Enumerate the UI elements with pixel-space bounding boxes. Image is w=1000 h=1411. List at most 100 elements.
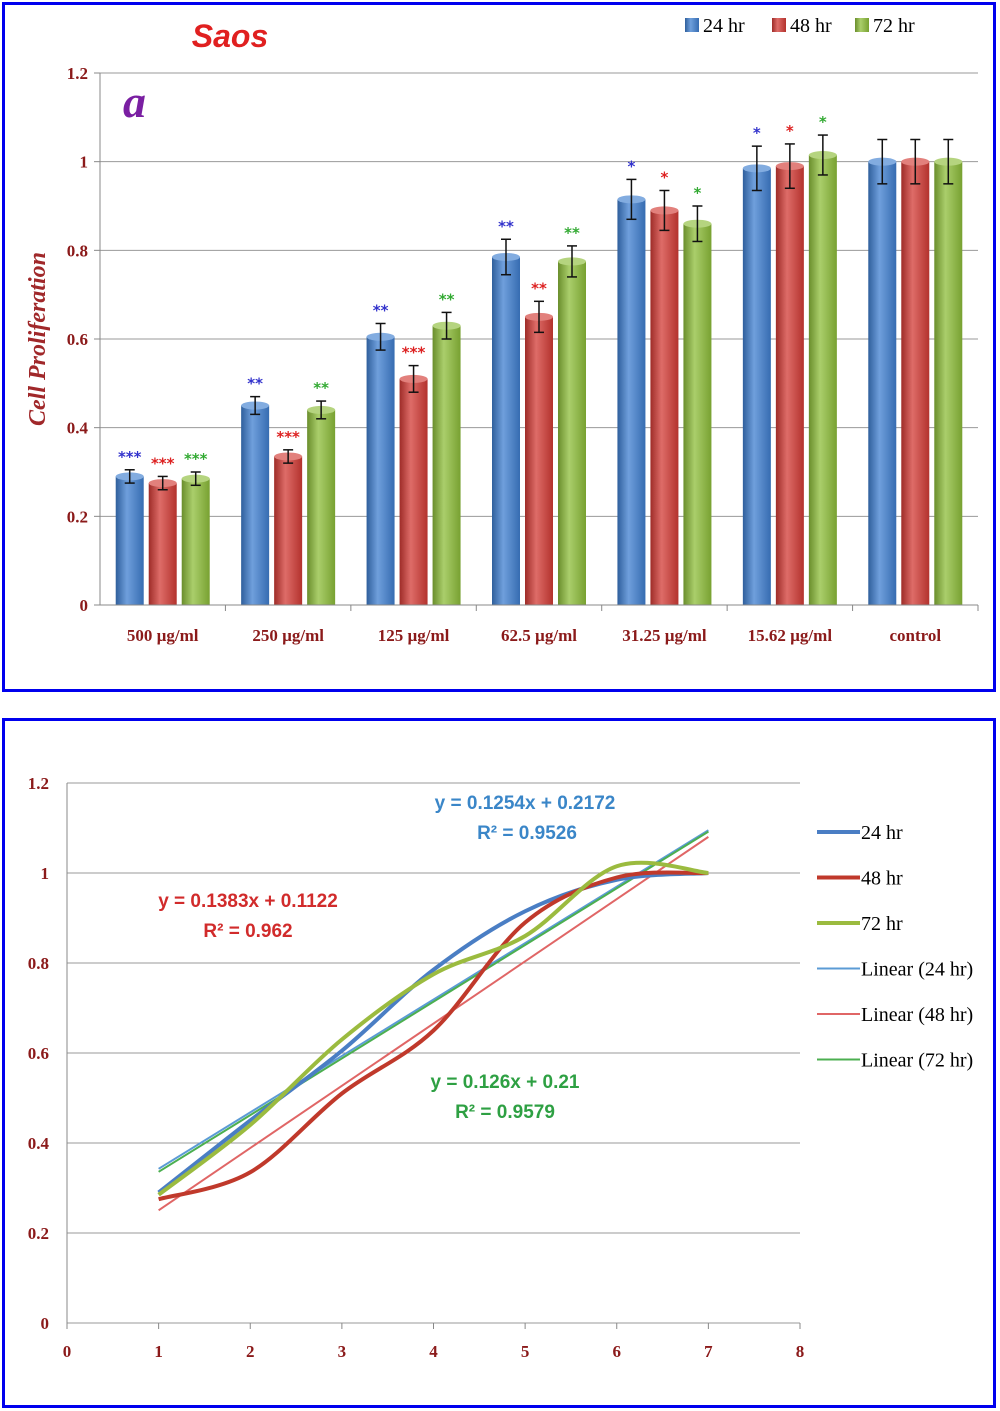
significance-label: * [660,168,668,186]
bar [868,161,897,605]
x-tick-label: 31.25 µg/ml [622,626,707,645]
legend-swatch [772,18,786,32]
bar [399,378,428,605]
trendline-r2: R² = 0.9526 [477,823,577,844]
significance-label: ** [564,224,580,242]
bar [307,409,336,605]
bar [241,405,270,605]
bar [650,210,679,605]
y-axis-label: Cell Proliferation [25,252,51,426]
trendline [158,830,709,1173]
y-tick-label: 0.2 [28,1224,49,1243]
x-tick-label: 250 µg/ml [252,626,324,645]
bar-chart: 0 0.2 0.4 0.6 0.8 1 1.2 Cell Proliferation Saos a… [25,15,979,645]
legend-label: Linear (48 hr) [861,1004,973,1026]
significance-label: * [627,157,635,175]
bar [558,261,586,605]
x-tick-label: 62.5 µg/ml [501,626,577,645]
trendline-r2: R² = 0.962 [203,921,292,942]
significance-label: *** [184,450,208,468]
bar [775,166,804,605]
y-tick-label: 1 [41,864,50,883]
y-tick-label: 0 [41,1314,50,1333]
bar-chart-panel: 0 0.2 0.4 0.6 0.8 1 1.2 Cell Proliferation Saos a… [2,2,996,692]
significance-label: ** [373,301,389,319]
series-line [158,870,709,1202]
bar [934,161,963,605]
significance-label: *** [276,428,300,446]
y-tick-label: 0 [80,596,89,615]
x-tick-label: 0 [63,1342,72,1361]
bar [742,168,771,606]
bar [492,256,520,605]
y-tick-label: 1.2 [28,774,49,793]
significance-label: *** [151,454,175,472]
legend-label: 24 hr [703,15,745,37]
bar [808,155,837,605]
x-tick-label: 500 µg/ml [127,626,199,645]
significance-label: *** [118,448,142,466]
bar [366,336,395,605]
bar [683,223,712,605]
chart-title: Saos [192,18,268,54]
x-tick-label: 5 [521,1342,530,1361]
legend-label: Linear (24 hr) [861,959,973,981]
series-line [157,860,709,1197]
bar [617,199,646,605]
trendline-r2: R² = 0.9579 [455,1102,555,1123]
x-tick-label: 7 [704,1342,713,1361]
x-tick-label: 6 [613,1342,622,1361]
x-tick-label: 4 [429,1342,438,1361]
trendline [158,836,709,1212]
significance-label: ** [498,217,514,235]
x-tick-label: 2 [246,1342,255,1361]
bar [432,325,461,605]
trendline-equation: y = 0.1254x + 0.2172 [435,793,616,814]
legend-label: 24 hr [861,822,903,844]
line-chart: 0 0.2 0.4 0.6 0.8 1 1.2 0 1 2 3 4 5 6 7 8 y = 0.1254x + … [28,774,973,1361]
significance-label: * [693,184,701,202]
y-tick-label: 0.6 [67,330,88,349]
legend-label: 72 hr [873,15,915,37]
y-tick-label: 0.4 [67,419,89,438]
legend-swatch [855,18,869,32]
y-tick-label: 0.6 [28,1044,49,1063]
x-tick-label: 1 [154,1342,163,1361]
x-tick-label: 125 µg/ml [378,626,450,645]
y-tick-label: 1.2 [67,64,88,83]
x-tick-label: 15.62 µg/ml [748,626,833,645]
bar [274,456,303,605]
trendline-equation: y = 0.126x + 0.21 [431,1072,580,1093]
panel-label: a [123,76,146,127]
significance-label: ** [313,379,329,397]
significance-label: ** [247,375,263,393]
bar [115,476,144,605]
bar [901,161,930,605]
bar [525,316,553,605]
y-tick-label: 0.2 [67,507,88,526]
trendline-equation: y = 0.1383x + 0.1122 [158,891,338,912]
significance-label: ** [439,290,455,308]
y-tick-label: 0.8 [28,954,49,973]
legend-label: Linear (72 hr) [861,1050,973,1072]
line-chart-panel: 0 0.2 0.4 0.6 0.8 1 1.2 0 1 2 3 4 5 6 7 8 y = 0.1254x + … [2,718,996,1408]
bar [181,478,210,605]
legend-label: 48 hr [861,868,903,890]
legend-label: 48 hr [790,15,832,37]
x-tick-label: 3 [338,1342,347,1361]
x-tick-label: control [889,626,941,645]
y-tick-label: 0.8 [67,241,88,260]
legend-label: 72 hr [861,913,903,935]
significance-label: ** [531,279,547,297]
significance-label: *** [402,344,426,362]
legend-swatch [685,18,699,32]
bar [148,483,177,605]
y-tick-label: 1 [80,153,89,172]
significance-label: * [819,113,827,131]
series-line [157,871,709,1195]
x-tick-label: 8 [796,1342,805,1361]
significance-label: * [753,124,761,142]
trendline [158,829,709,1170]
significance-label: * [786,122,794,140]
y-tick-label: 0.4 [28,1134,50,1153]
